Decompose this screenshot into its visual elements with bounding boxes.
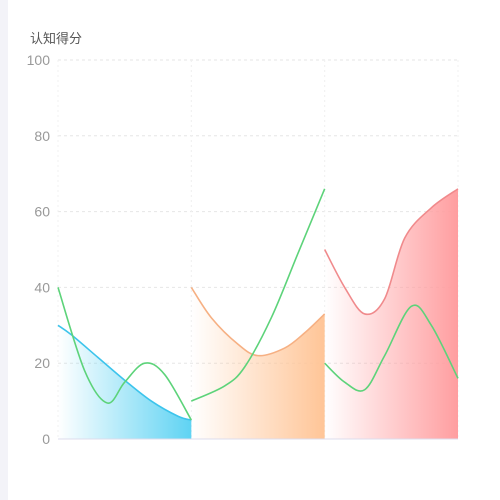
series-line-segment-2-1 [190, 286, 326, 357]
area-fill-segment-2 [191, 287, 325, 439]
area-fill-segment-3 [324, 188, 458, 439]
y-tick-label-0: 0 [42, 431, 50, 447]
y-tick-label-2: 40 [34, 279, 50, 295]
chart-svg: 0 20 40 60 80 100 [27, 52, 459, 447]
side-strip [0, 0, 8, 500]
y-tick-labels: 0 20 40 60 80 100 [27, 52, 51, 447]
y-tick-label-5: 100 [27, 52, 51, 68]
y-axis-label: 认知得分 [30, 31, 83, 46]
area-fills [58, 188, 458, 439]
series-line-segment-2-2 [191, 188, 326, 402]
series-line-segment-1-1 [57, 324, 192, 421]
y-tick-label-4: 80 [34, 128, 50, 144]
series-lines [57, 188, 459, 421]
series-line-segment-3-1 [323, 188, 459, 316]
chart-container: 认知得分 0 20 40 60 80 100 [8, 0, 500, 500]
series-line-segment-3-2 [324, 304, 459, 392]
series-line-segment-1-2 [57, 287, 193, 421]
y-tick-label-1: 20 [34, 355, 50, 371]
y-tick-label-3: 60 [34, 204, 50, 220]
